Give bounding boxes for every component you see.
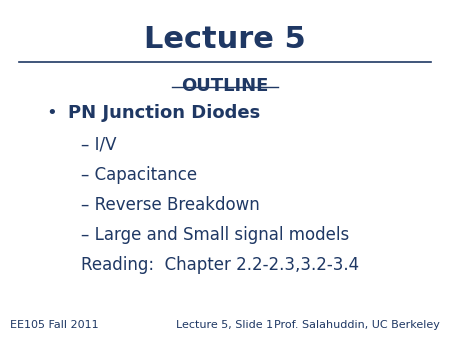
- Text: Reading:  Chapter 2.2-2.3,3.2-3.4: Reading: Chapter 2.2-2.3,3.2-3.4: [81, 256, 359, 274]
- Text: EE105 Fall 2011: EE105 Fall 2011: [10, 320, 99, 330]
- Text: Lecture 5: Lecture 5: [144, 25, 306, 54]
- Text: PN Junction Diodes: PN Junction Diodes: [68, 104, 260, 122]
- Text: Lecture 5, Slide 1: Lecture 5, Slide 1: [176, 320, 274, 330]
- Text: OUTLINE: OUTLINE: [181, 77, 269, 95]
- Text: – Large and Small signal models: – Large and Small signal models: [81, 226, 349, 244]
- Text: – Capacitance: – Capacitance: [81, 166, 197, 184]
- Text: – Reverse Breakdown: – Reverse Breakdown: [81, 196, 260, 214]
- Text: Prof. Salahuddin, UC Berkeley: Prof. Salahuddin, UC Berkeley: [274, 320, 440, 330]
- Text: – I/V: – I/V: [81, 136, 117, 153]
- Text: •: •: [46, 104, 57, 122]
